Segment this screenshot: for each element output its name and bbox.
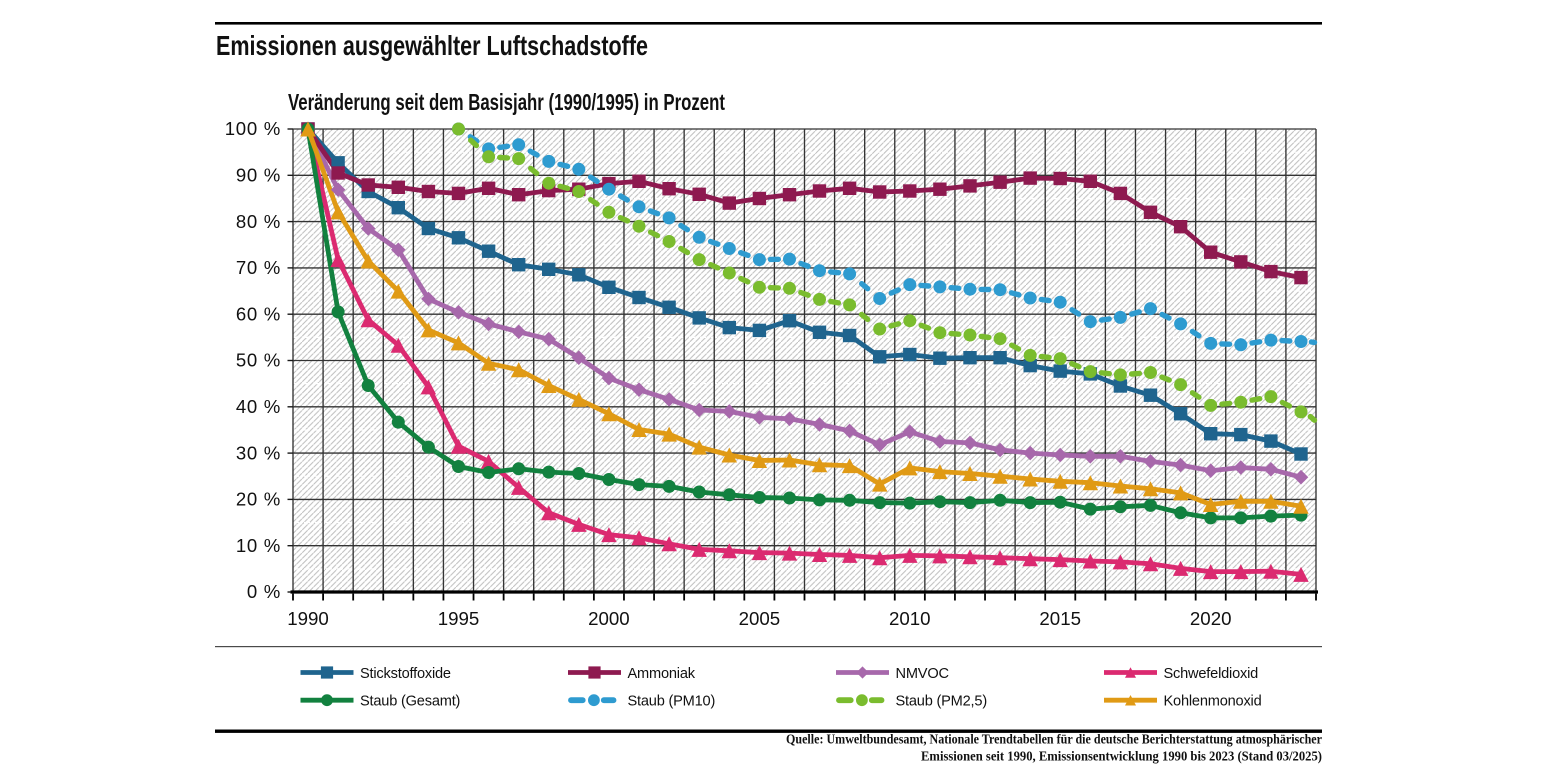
svg-text:2005: 2005 (739, 608, 781, 629)
svg-text:10 %: 10 % (236, 535, 281, 556)
svg-text:2020: 2020 (1190, 608, 1232, 629)
svg-text:90 %: 90 % (236, 165, 281, 186)
svg-text:60 %: 60 % (236, 303, 281, 324)
svg-text:Stickstoffoxide: Stickstoffoxide (360, 666, 451, 682)
svg-text:NMVOC: NMVOC (896, 666, 949, 682)
svg-text:1995: 1995 (438, 608, 480, 629)
svg-text:2000: 2000 (588, 608, 630, 629)
svg-text:30 %: 30 % (236, 442, 281, 463)
svg-text:40 %: 40 % (236, 396, 281, 417)
svg-text:Staub (PM2,5): Staub (PM2,5) (896, 694, 988, 710)
svg-text:80 %: 80 % (236, 211, 281, 232)
svg-text:Veränderung seit dem Basisjahr: Veränderung seit dem Basisjahr (1990/199… (288, 89, 725, 115)
svg-text:Schwefeldioxid: Schwefeldioxid (1164, 666, 1259, 682)
svg-text:50 %: 50 % (236, 350, 281, 371)
svg-text:2015: 2015 (1039, 608, 1081, 629)
svg-text:20 %: 20 % (236, 489, 281, 510)
svg-text:Kohlenmonoxid: Kohlenmonoxid (1164, 694, 1262, 710)
svg-text:1990: 1990 (287, 608, 329, 629)
svg-text:100 %: 100 % (225, 118, 281, 139)
svg-text:0 %: 0 % (247, 581, 281, 602)
svg-text:70 %: 70 % (236, 257, 281, 278)
svg-text:Emissionen seit 1990, Emission: Emissionen seit 1990, Emissionsentwicklu… (921, 750, 1322, 765)
svg-text:Quelle: Umweltbundesamt, Natio: Quelle: Umweltbundesamt, Nationale Trend… (786, 733, 1322, 748)
svg-text:2010: 2010 (889, 608, 931, 629)
svg-text:Staub (PM10): Staub (PM10) (628, 694, 716, 710)
svg-text:Ammoniak: Ammoniak (628, 666, 696, 682)
svg-text:Staub (Gesamt): Staub (Gesamt) (360, 694, 460, 710)
svg-text:Emissionen ausgewählter Luftsc: Emissionen ausgewählter Luftschadstoffe (216, 30, 648, 61)
